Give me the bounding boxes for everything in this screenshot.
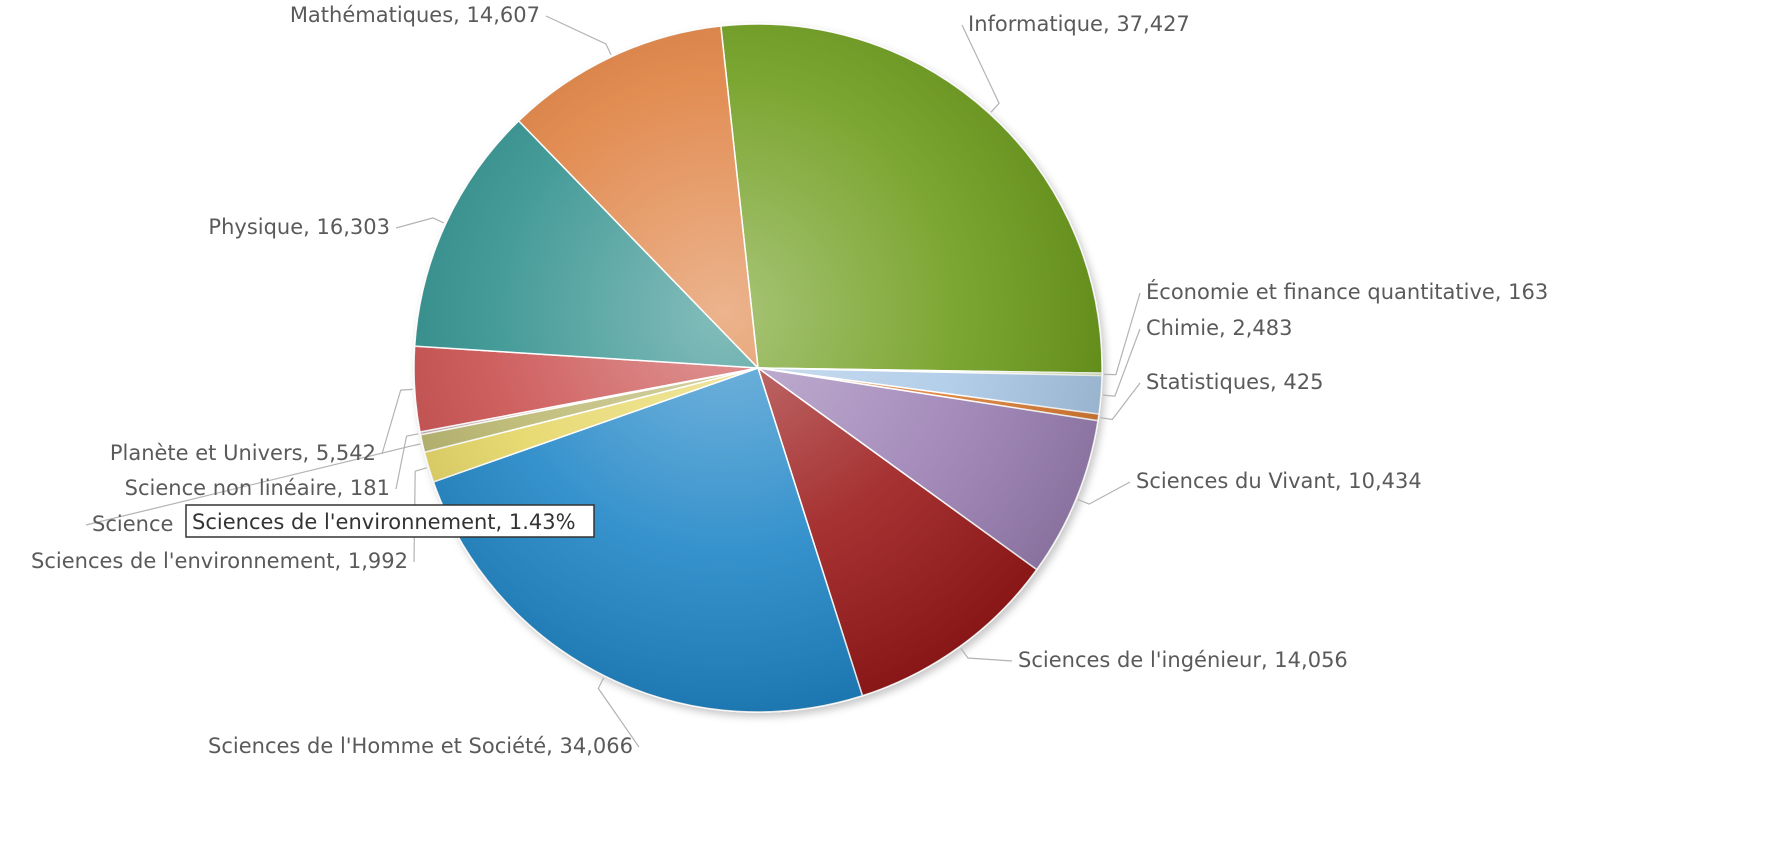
leader-line-economie-et-finance-quantitative <box>1103 292 1141 376</box>
leader-line-science-non-lineaire <box>395 433 419 490</box>
leader-line-informatique <box>961 24 1000 113</box>
leader-line-sciences-de-l-ingenieur <box>960 647 1013 662</box>
slice-label-chimie: Chimie, 2,483 <box>1146 316 1293 340</box>
leader-line-sciences-cognitives <box>85 443 421 526</box>
leader-line-chimie <box>1102 328 1141 397</box>
slice-label-science-non-lineaire: Science non linéaire, 181 <box>125 476 390 500</box>
slice-label-planete-et-univers: Planète et Univers, 5,542 <box>110 441 376 465</box>
leader-line-sciences-du-vivant <box>1077 481 1131 505</box>
pie-leader-lines <box>85 15 1141 748</box>
leader-line-planete-et-univers <box>381 388 413 455</box>
slice-label-physique: Physique, 16,303 <box>208 215 390 239</box>
slice-label-statistiques: Statistiques, 425 <box>1146 370 1323 394</box>
slice-label-sciences-de-l-homme-et-societe: Sciences de l'Homme et Société, 34,066 <box>208 734 633 758</box>
slice-label-economie-et-finance-quantitative: Économie et finance quantitative, 163 <box>1146 279 1548 304</box>
pie-tooltip: Sciences de l'environnement, 1.43% <box>185 504 595 538</box>
slice-label-sciences-de-l-ingenieur: Sciences de l'ingénieur, 14,056 <box>1018 648 1348 672</box>
tooltip-box <box>185 504 595 538</box>
tooltip-text: Sciences de l'environnement, 1.43% <box>192 510 576 534</box>
pie-labels: Informatique, 37,427 Économie et finance … <box>31 3 1548 758</box>
pie-slice-informatique[interactable] <box>720 23 1103 374</box>
leader-line-statistiques <box>1100 382 1141 421</box>
pie-slices <box>413 23 1103 713</box>
leader-line-mathematiques <box>545 15 612 56</box>
slice-label-sciences-du-vivant: Sciences du Vivant, 10,434 <box>1136 469 1422 493</box>
slice-label-mathematiques: Mathématiques, 14,607 <box>290 3 540 27</box>
slice-label-sciences-cognitives: Science <box>92 512 173 536</box>
slice-label-sciences-de-l-environnement: Sciences de l'environnement, 1,992 <box>31 549 408 573</box>
leader-line-physique <box>395 217 445 229</box>
leader-line-sciences-de-l-homme-et-societe <box>597 677 640 748</box>
slice-label-informatique: Informatique, 37,427 <box>968 12 1190 36</box>
